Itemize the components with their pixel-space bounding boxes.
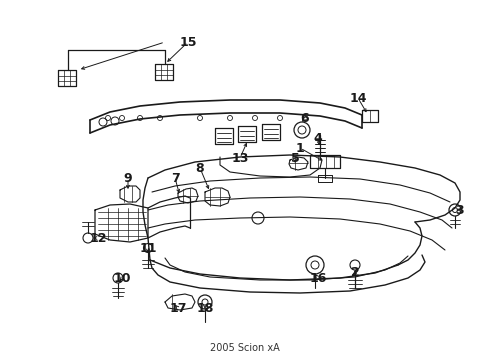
Text: 12: 12 [89,231,106,244]
Text: 13: 13 [231,152,248,165]
Text: 7: 7 [170,171,179,184]
Text: 14: 14 [348,91,366,104]
Text: 11: 11 [139,242,157,255]
Text: 15: 15 [179,36,196,49]
Text: 9: 9 [123,171,132,184]
Text: 2: 2 [350,266,359,279]
Text: 4: 4 [313,131,322,144]
Text: 17: 17 [169,302,186,315]
Text: 1: 1 [295,141,304,154]
Text: 18: 18 [196,302,213,315]
Text: 3: 3 [455,203,464,216]
Text: 2005 Scion xA: 2005 Scion xA [209,343,279,353]
Text: 6: 6 [300,112,309,125]
Text: 5: 5 [290,152,299,165]
Text: 16: 16 [309,271,326,284]
Text: 10: 10 [113,271,130,284]
Text: 8: 8 [195,162,204,175]
